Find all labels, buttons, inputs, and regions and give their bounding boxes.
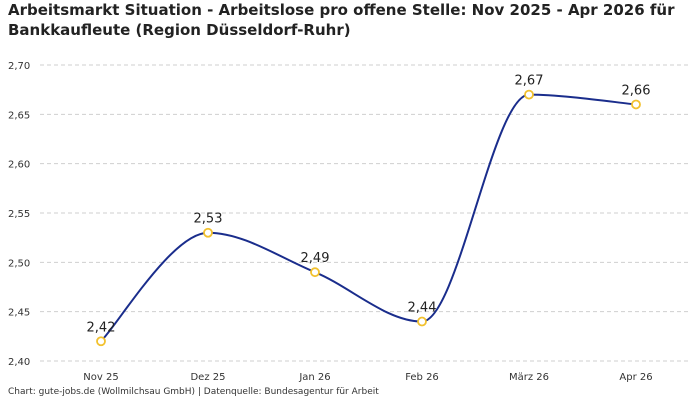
x-tick-label: Dez 25: [190, 372, 225, 383]
data-point-marker: [631, 99, 641, 110]
y-tick-label: 2,60: [8, 160, 30, 171]
data-point-marker: [203, 227, 213, 238]
y-tick-label: 2,50: [8, 258, 30, 269]
data-value-label: 2,44: [408, 301, 437, 316]
x-tick-label: Feb 26: [405, 372, 439, 383]
data-value-label: 2,42: [87, 320, 116, 335]
y-tick-label: 2,65: [8, 110, 30, 121]
data-point-marker: [310, 267, 320, 278]
chart-title: Arbeitsmarkt Situation - Arbeitslose pro…: [8, 1, 675, 39]
data-point-marker: [417, 316, 427, 327]
x-tick-label: Apr 26: [619, 372, 652, 383]
gridlines: [40, 64, 690, 362]
data-point-marker: [524, 89, 534, 100]
data-point-marker: [96, 336, 106, 347]
chart-footer: Chart: gute-jobs.de (Wollmilchsau GmbH) …: [8, 387, 379, 397]
y-tick-label: 2,55: [8, 209, 30, 220]
data-value-label: 2,53: [194, 212, 223, 227]
x-axis-ticks: Nov 25 Dez 25 Jan 26 Feb 26 März 26 Apr 26: [83, 372, 652, 383]
x-tick-label: Nov 25: [83, 372, 118, 383]
data-labels: 2,42 2,53 2,49 2,44 2,67 2,66: [87, 74, 651, 336]
data-value-label: 2,49: [301, 251, 330, 266]
x-tick-label: Jan 26: [298, 372, 330, 383]
x-tick-label: März 26: [509, 372, 549, 383]
data-value-label: 2,67: [515, 74, 544, 89]
y-tick-label: 2,70: [8, 61, 30, 72]
y-axis-ticks: 2,40 2,45 2,50 2,55 2,60 2,65 2,70: [8, 61, 30, 368]
data-value-label: 2,66: [622, 83, 651, 98]
series-line: [100, 93, 637, 342]
data-markers: [96, 89, 641, 347]
y-tick-label: 2,40: [8, 357, 30, 368]
y-tick-label: 2,45: [8, 308, 30, 319]
